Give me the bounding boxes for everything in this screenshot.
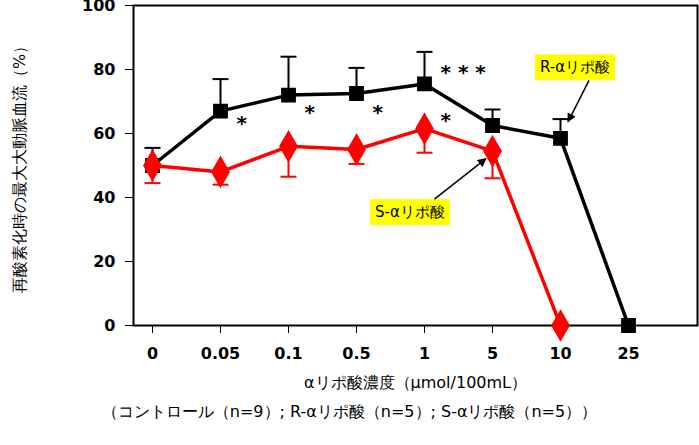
svg-text:10: 10 xyxy=(549,344,571,363)
svg-text:0.5: 0.5 xyxy=(342,344,370,363)
svg-text:5: 5 xyxy=(487,344,498,363)
svg-text:* * *: * * * xyxy=(441,60,487,84)
html-text:（コントロール（n=9）; R-αリポ酸（n=5）; S-α: （コントロール（n=9）; R-αリポ酸（n=5）; S-αリポ酸（n=5）） xyxy=(101,402,598,421)
svg-text:100: 100 xyxy=(82,0,115,15)
svg-text:*: * xyxy=(373,100,384,124)
svg-text:αリポ酸濃度（μmol/100mL）: αリポ酸濃度（μmol/100mL） xyxy=(304,373,527,392)
svg-text:*: * xyxy=(237,111,248,135)
svg-text:再酸素化時の最大大動脈血流（%）: 再酸素化時の最大大動脈血流（%） xyxy=(10,38,29,293)
svg-text:1: 1 xyxy=(419,344,430,363)
svg-text:*: * xyxy=(441,108,452,132)
svg-text:0: 0 xyxy=(147,344,158,363)
svg-text:0: 0 xyxy=(104,316,115,335)
svg-text:0.1: 0.1 xyxy=(274,344,302,363)
svg-text:R-αリポ酸: R-αリポ酸 xyxy=(540,58,610,76)
svg-text:20: 20 xyxy=(93,252,115,271)
svg-text:80: 80 xyxy=(93,60,115,79)
svg-text:60: 60 xyxy=(93,124,115,143)
svg-text:0.05: 0.05 xyxy=(201,344,240,363)
svg-text:25: 25 xyxy=(617,344,639,363)
svg-text:S-αリポ酸: S-αリポ酸 xyxy=(375,203,445,221)
svg-text:*: * xyxy=(305,100,316,124)
svg-text:40: 40 xyxy=(93,188,115,207)
